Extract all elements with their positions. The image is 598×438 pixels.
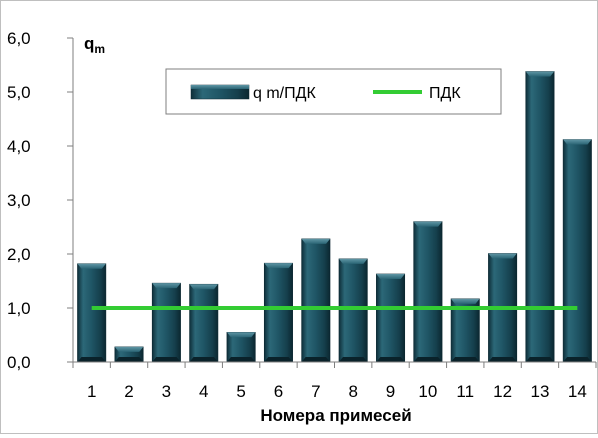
bar-top-bevel xyxy=(226,332,256,338)
bar-top-bevel xyxy=(563,139,592,145)
bar xyxy=(376,273,406,363)
bar-top-bevel xyxy=(152,283,181,289)
x-tick-label: 7 xyxy=(311,382,320,401)
bar-bottom-bevel xyxy=(152,357,181,362)
bar-top-bevel xyxy=(77,263,106,269)
bar-bottom-bevel xyxy=(77,357,106,362)
x-tick-label: 12 xyxy=(493,382,512,401)
bar xyxy=(263,262,293,363)
x-tick-label: 14 xyxy=(568,382,587,401)
y-tick-label: 1,0 xyxy=(7,299,31,318)
x-tick-label: 3 xyxy=(162,382,171,401)
bar-bottom-bevel xyxy=(451,357,480,362)
bar xyxy=(413,221,443,363)
bar-top-bevel xyxy=(451,298,480,304)
x-tick-label: 5 xyxy=(236,382,245,401)
bar-top-bevel xyxy=(413,221,443,227)
y-tick-label: 6,0 xyxy=(7,29,31,48)
x-tick-label: 6 xyxy=(274,382,283,401)
x-tick-label: 4 xyxy=(199,382,208,401)
x-tick-label: 10 xyxy=(418,382,437,401)
legend-label-bars: q m/ПДК xyxy=(253,85,316,102)
y-axis-title: qm xyxy=(84,34,105,56)
bar-bottom-bevel xyxy=(264,357,293,362)
x-tick-label: 1 xyxy=(87,382,96,401)
bar-bottom-bevel xyxy=(338,357,368,362)
legend-box xyxy=(165,68,502,115)
y-tick-label: 2,0 xyxy=(7,245,31,264)
bar-top-bevel xyxy=(338,258,368,264)
bar-bottom-bevel xyxy=(114,357,144,362)
bar-top-bevel xyxy=(301,238,331,244)
bar xyxy=(151,282,181,363)
bar-bottom-bevel xyxy=(376,357,405,362)
bar xyxy=(301,238,331,363)
bar-bottom-bevel xyxy=(563,357,592,362)
bar-bottom-bevel xyxy=(488,357,517,362)
bar-top-bevel xyxy=(114,346,144,352)
bar-top-bevel xyxy=(264,263,293,269)
x-tick-label: 2 xyxy=(124,382,133,401)
bar xyxy=(525,71,555,363)
bar xyxy=(189,283,219,363)
bar-bottom-bevel xyxy=(301,357,331,362)
bar-bottom-bevel xyxy=(226,357,256,362)
bar-top-bevel xyxy=(488,253,517,259)
y-tick-label: 5,0 xyxy=(7,83,31,102)
y-tick-label: 0,0 xyxy=(7,353,31,372)
bar-top-bevel xyxy=(376,273,405,279)
x-tick-label: 11 xyxy=(456,382,474,401)
y-axis: 0,0 1,0 2,0 3,0 4,0 5,0 6,0 xyxy=(7,29,74,372)
bar-bottom-bevel xyxy=(189,357,218,362)
x-tick-label: 9 xyxy=(386,382,395,401)
y-tick-label: 4,0 xyxy=(7,137,31,156)
bar-top-bevel xyxy=(525,71,555,77)
legend-label-line: ПДК xyxy=(429,85,461,102)
bar-series xyxy=(77,71,592,363)
bar-top-bevel xyxy=(189,284,218,290)
bar-bottom-bevel xyxy=(525,357,555,362)
x-tick-label: 8 xyxy=(348,382,357,401)
x-axis: 1 2 3 4 5 6 7 8 9 10 11 12 13 14 xyxy=(72,361,597,401)
bar-bottom-bevel xyxy=(413,357,443,362)
bar xyxy=(77,263,107,363)
x-tick-label: 13 xyxy=(531,382,550,401)
legend: q m/ПДК ПДК xyxy=(165,68,502,115)
y-tick-label: 3,0 xyxy=(7,191,31,210)
legend-bar-swatch-top xyxy=(191,85,249,89)
bar xyxy=(338,258,368,363)
bar xyxy=(562,139,592,363)
x-axis-title: Номера примесей xyxy=(260,406,411,425)
